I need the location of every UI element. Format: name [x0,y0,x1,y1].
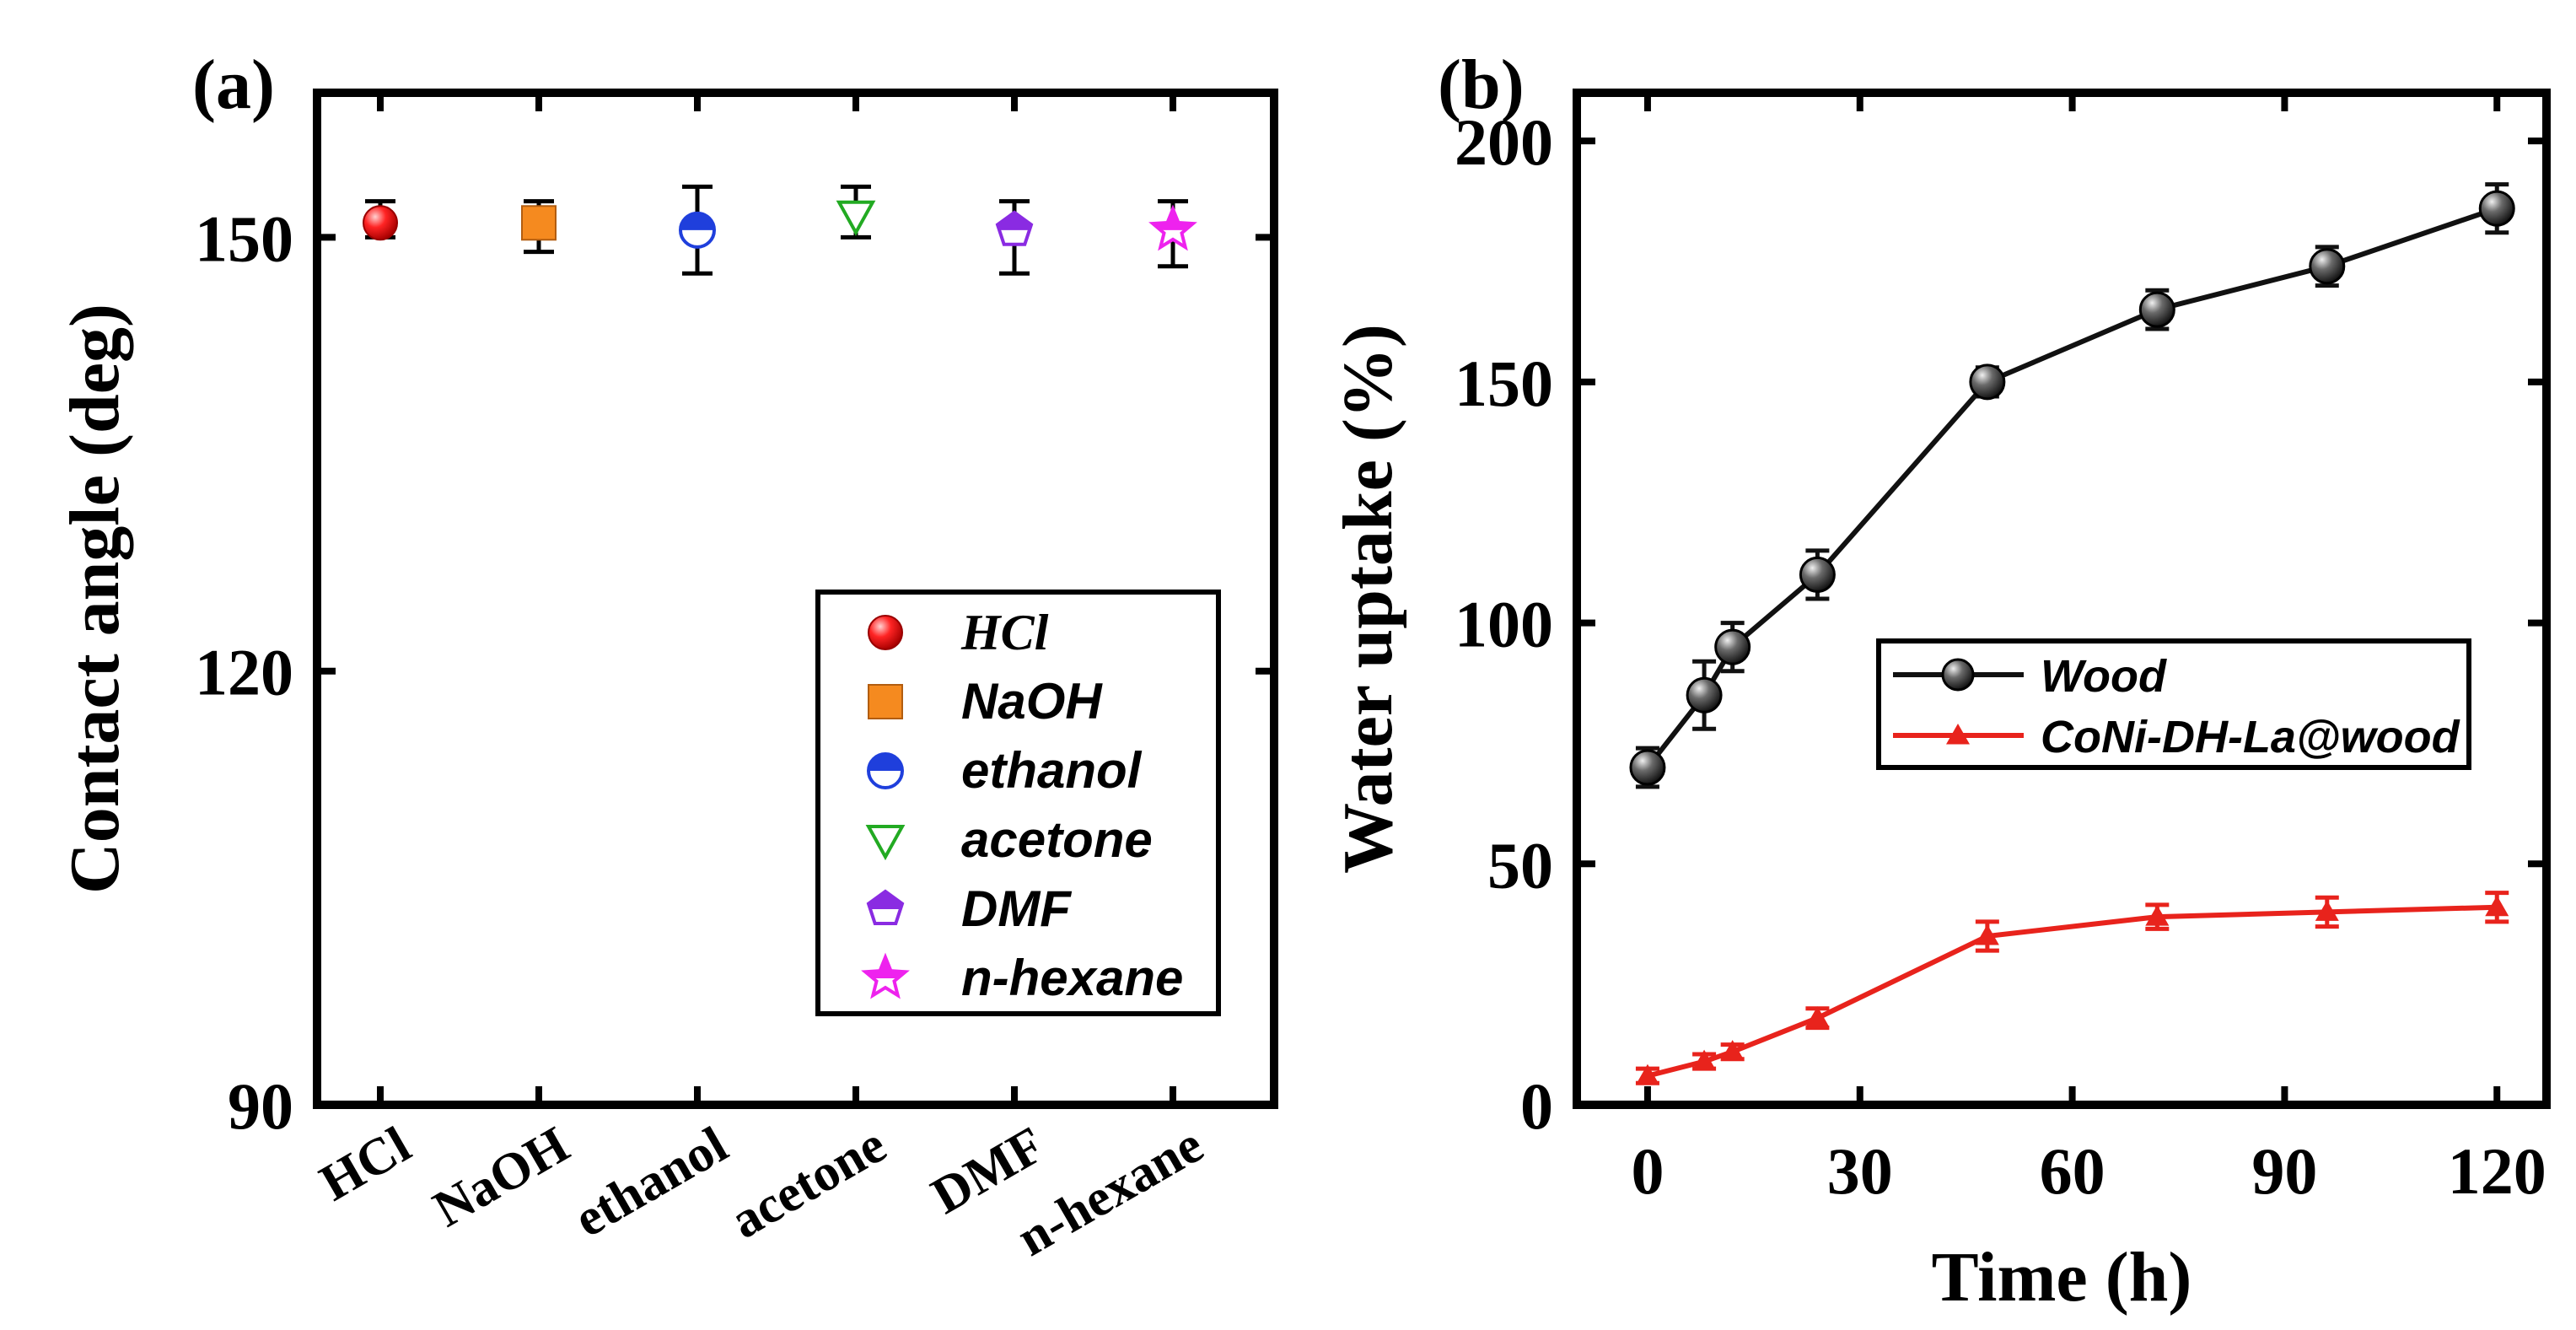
panel-b-point-1-5 [2145,905,2170,926]
panel-a-x-tick-label: HCl [311,1116,420,1212]
panel-b-y-tick-label: 50 [1487,828,1553,902]
panel-b-legend-marker-CoNi-DH-La@wood [1946,724,1970,745]
panel-b-point-0-4 [1969,363,2006,401]
panel-b-point-1-3 [1805,1006,1830,1027]
panel-a-legend-box [815,590,1221,1016]
panel-a-x-tick-label: NaOH [424,1116,578,1238]
panel-a-legend-marker-ethanol [867,752,904,789]
panel-b-x-tick-label: 30 [1827,1134,1893,1208]
panel-b-legend-label: Wood [2041,651,2167,702]
panel-b: (b) Water uptake (%) Time (h) 0 50 100 150 2… [1329,46,2551,1317]
panel-b-point-1-7 [2485,895,2509,917]
panel-a-plot-frame [313,89,1278,1109]
panel-a-y-axis-label: Contact angle (deg) [56,304,134,894]
panel-a-legend-label: DMF [961,880,1072,937]
panel-a-label: (a) [192,46,275,124]
panel-b-point-0-6 [2309,248,2346,285]
panel-a-x-tick-label: n-hexane [1008,1116,1213,1267]
panel-b-legend: Wood CoNi-DH-La@wood [1876,638,2471,770]
panel-a-data-points [363,184,1197,276]
panel-b-x-axis-label: Time (h) [1932,1238,2192,1317]
panel-a-x-tick-label: ethanol [565,1116,737,1248]
panel-b-x-tick-label: 120 [2448,1134,2546,1208]
panel-a-legend-label: ethanol [961,742,1143,799]
panel-a-legend-marker-acetone [865,825,906,861]
panel-a-legend-marker-n-hexane [861,952,910,999]
panel-a-legend-marker-DMF [866,889,905,925]
panel-b-y-tick-label: 100 [1455,588,1553,661]
panel-b-series-CoNi-DH-La@wood [1635,891,2509,1085]
panel-a-point-acetone [836,200,876,236]
panel-b-y-ticks: 0 50 100 150 200 [1455,105,2546,1143]
panel-b-point-0-7 [2478,190,2515,227]
panel-b-x-ticks: 0 30 60 90 120 [1631,93,2546,1208]
panel-b-x-tick-label: 0 [1631,1134,1664,1208]
panel-b-y-axis-label: Water uptake (%) [1329,324,1407,874]
panel-b-plot-frame [1573,89,2551,1109]
panel-b-point-0-3 [1799,556,1836,593]
panel-a-point-DMF [995,210,1034,246]
panel-a-legend-label: n-hexane [961,950,1183,1006]
panel-a-x-tick-label: acetone [721,1116,895,1250]
panel-b-point-1-4 [1975,924,1999,945]
panel-b-series [1629,182,2515,1085]
panel-a-point-n-hexane [1148,204,1197,251]
panel-b-x-tick-label: 60 [2040,1134,2105,1208]
panel-a-point-ethanol [679,211,716,249]
panel-b-point-1-0 [1635,1063,1659,1085]
panel-b-legend-label: CoNi-DH-La@wood [2041,712,2460,762]
panel-b-x-tick-label: 90 [2251,1134,2317,1208]
panel-a-point-HCl [363,205,398,241]
panel-b-point-0-2 [1714,628,1751,665]
panel-b-point-0-0 [1629,749,1666,786]
panel-b-line-CoNi-DH-La@wood [1647,904,2498,1079]
panel-a-legend-label: acetone [961,811,1153,868]
panel-b-point-0-1 [1686,676,1723,713]
panel-b-point-1-1 [1692,1049,1717,1071]
panel-b-y-tick-label: 150 [1455,347,1553,420]
panel-b-legend-box [1876,638,2471,770]
panel-b-legend-marker-Wood [1941,658,1975,692]
panel-b-point-1-2 [1720,1040,1745,1061]
panel-b-point-1-6 [2315,900,2339,921]
panel-a-y-tick-label: 120 [195,636,293,709]
panel-a-legend: HCl NaOH ethanol acetone DMF n-hexane [815,590,1221,1016]
panel-a-legend-marker-HCl [868,615,903,650]
panel-b-label: (b) [1438,46,1525,124]
panel-a-legend-label: HCl [960,605,1049,660]
panel-b-y-tick-label: 200 [1455,105,1553,179]
panel-a-legend-label: NaOH [961,673,1103,730]
panel-a-y-ticks: 90 120 150 [195,202,1274,1143]
panel-b-point-0-5 [2138,291,2175,328]
panel-a-point-NaOH [521,205,557,241]
panel-b-y-tick-label: 0 [1520,1069,1553,1143]
panel-b-series-Wood [1629,182,2515,789]
panel-a-legend-marker-NaOH [868,684,903,719]
panel-a-y-tick-label: 150 [195,202,293,275]
panel-a-y-tick-label: 90 [228,1069,293,1143]
